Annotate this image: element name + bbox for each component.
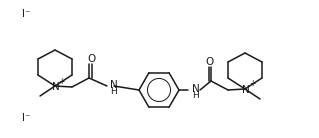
Text: I⁻: I⁻	[22, 113, 31, 123]
Text: O: O	[206, 57, 214, 67]
Text: I⁻: I⁻	[22, 9, 31, 19]
Text: H: H	[192, 91, 199, 100]
Text: +: +	[249, 79, 255, 88]
Text: N: N	[242, 85, 250, 95]
Text: +: +	[58, 76, 64, 86]
Text: N: N	[192, 84, 200, 94]
Text: H: H	[110, 87, 117, 96]
Text: N: N	[110, 80, 118, 90]
Text: N: N	[52, 82, 60, 92]
Text: O: O	[87, 54, 95, 64]
